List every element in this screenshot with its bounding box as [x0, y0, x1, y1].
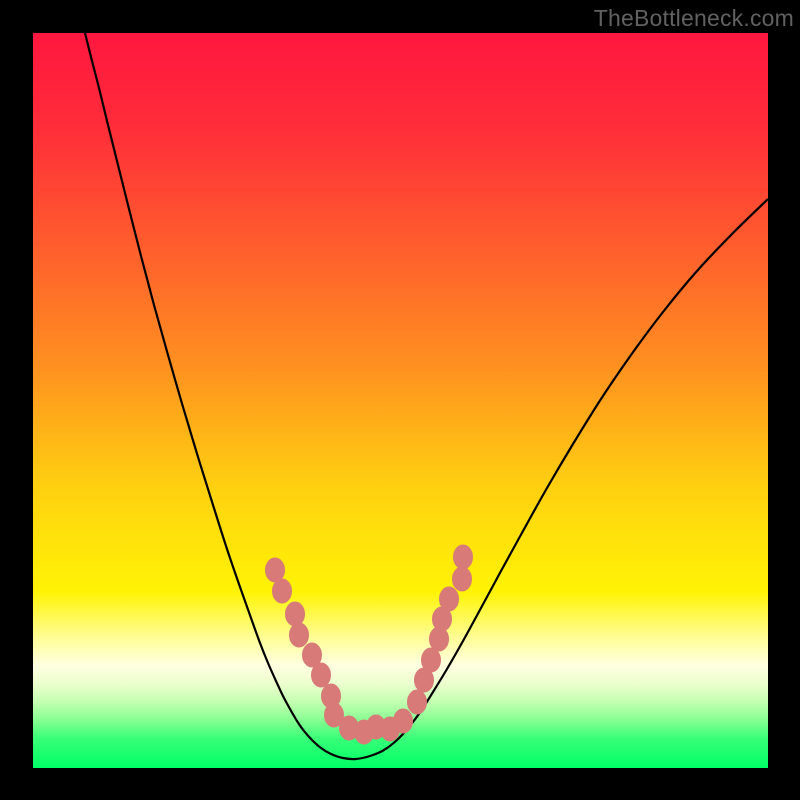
marker-group [266, 545, 473, 744]
marker-right [408, 690, 427, 714]
marker-right [394, 709, 413, 733]
marker-left [312, 663, 331, 687]
marker-left [273, 579, 292, 603]
watermark-text: TheBottleneck.com [594, 5, 794, 32]
marker-right [422, 648, 441, 672]
plot-area [33, 33, 768, 768]
marker-right [454, 545, 473, 569]
marker-left [266, 558, 285, 582]
marker-right [440, 587, 459, 611]
marker-left [286, 602, 305, 626]
chart-overlay [33, 33, 768, 768]
marker-right [453, 567, 472, 591]
marker-left [290, 623, 309, 647]
